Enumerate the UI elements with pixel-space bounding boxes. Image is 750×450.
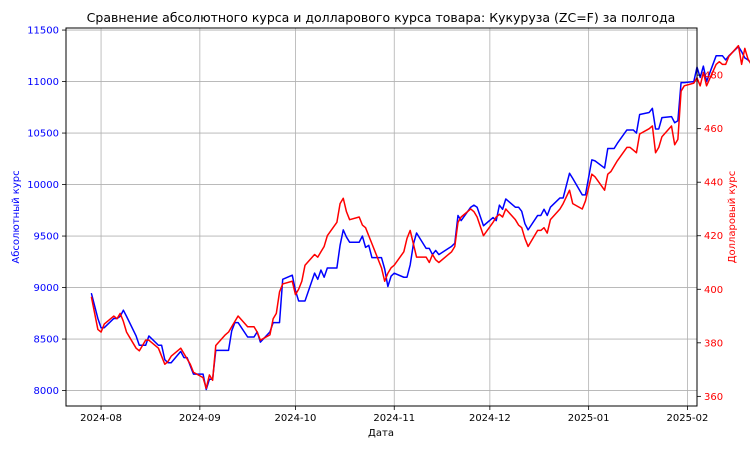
y-left-tick-label: 10000	[27, 180, 59, 191]
y-left-tick-label: 8000	[34, 386, 59, 397]
x-tick-label: 2024-10	[275, 413, 317, 424]
x-tick-label: 2024-09	[179, 413, 221, 424]
x-tick-label: 2025-01	[568, 413, 610, 424]
series-layer	[90, 44, 750, 391]
y-left-tick-label: 10500	[27, 129, 59, 140]
x-axis-label: Дата	[368, 428, 394, 439]
y-left-tick-label: 11500	[27, 26, 59, 37]
y-right-tick-label: 400	[704, 285, 723, 296]
y-left-tick-label: 9500	[34, 232, 59, 243]
grid-layer	[66, 28, 697, 406]
x-tick-label: 2024-08	[80, 413, 122, 424]
axis-layer: 2024-08 2024-09 2024-10 2024-11 2024-12 2025-…	[27, 26, 723, 424]
y-right-tick-label: 440	[704, 178, 723, 189]
plot-frame	[65, 27, 698, 407]
x-tick-label: 2024-12	[469, 413, 511, 424]
y-axis-label-left: Абсолютный курс	[11, 170, 22, 263]
x-tick-label: 2025-02	[667, 413, 709, 424]
y-left-tick-label: 8500	[34, 335, 59, 346]
chart-title: Сравнение абсолютного курса и долларовог…	[87, 10, 676, 25]
y-right-tick-label: 480	[704, 71, 723, 82]
y-left-tick-label: 9000	[34, 283, 59, 294]
series-line-dollar	[90, 44, 750, 390]
y-right-tick-label: 420	[704, 231, 723, 242]
x-tick-label: 2024-11	[373, 413, 415, 424]
y-right-tick-label: 380	[704, 338, 723, 349]
y-right-tick-label: 460	[704, 124, 723, 135]
y-axis-label-right: Долларовый курс	[727, 171, 738, 264]
y-right-tick-label: 360	[704, 392, 723, 403]
y-left-tick-label: 11000	[27, 77, 59, 88]
